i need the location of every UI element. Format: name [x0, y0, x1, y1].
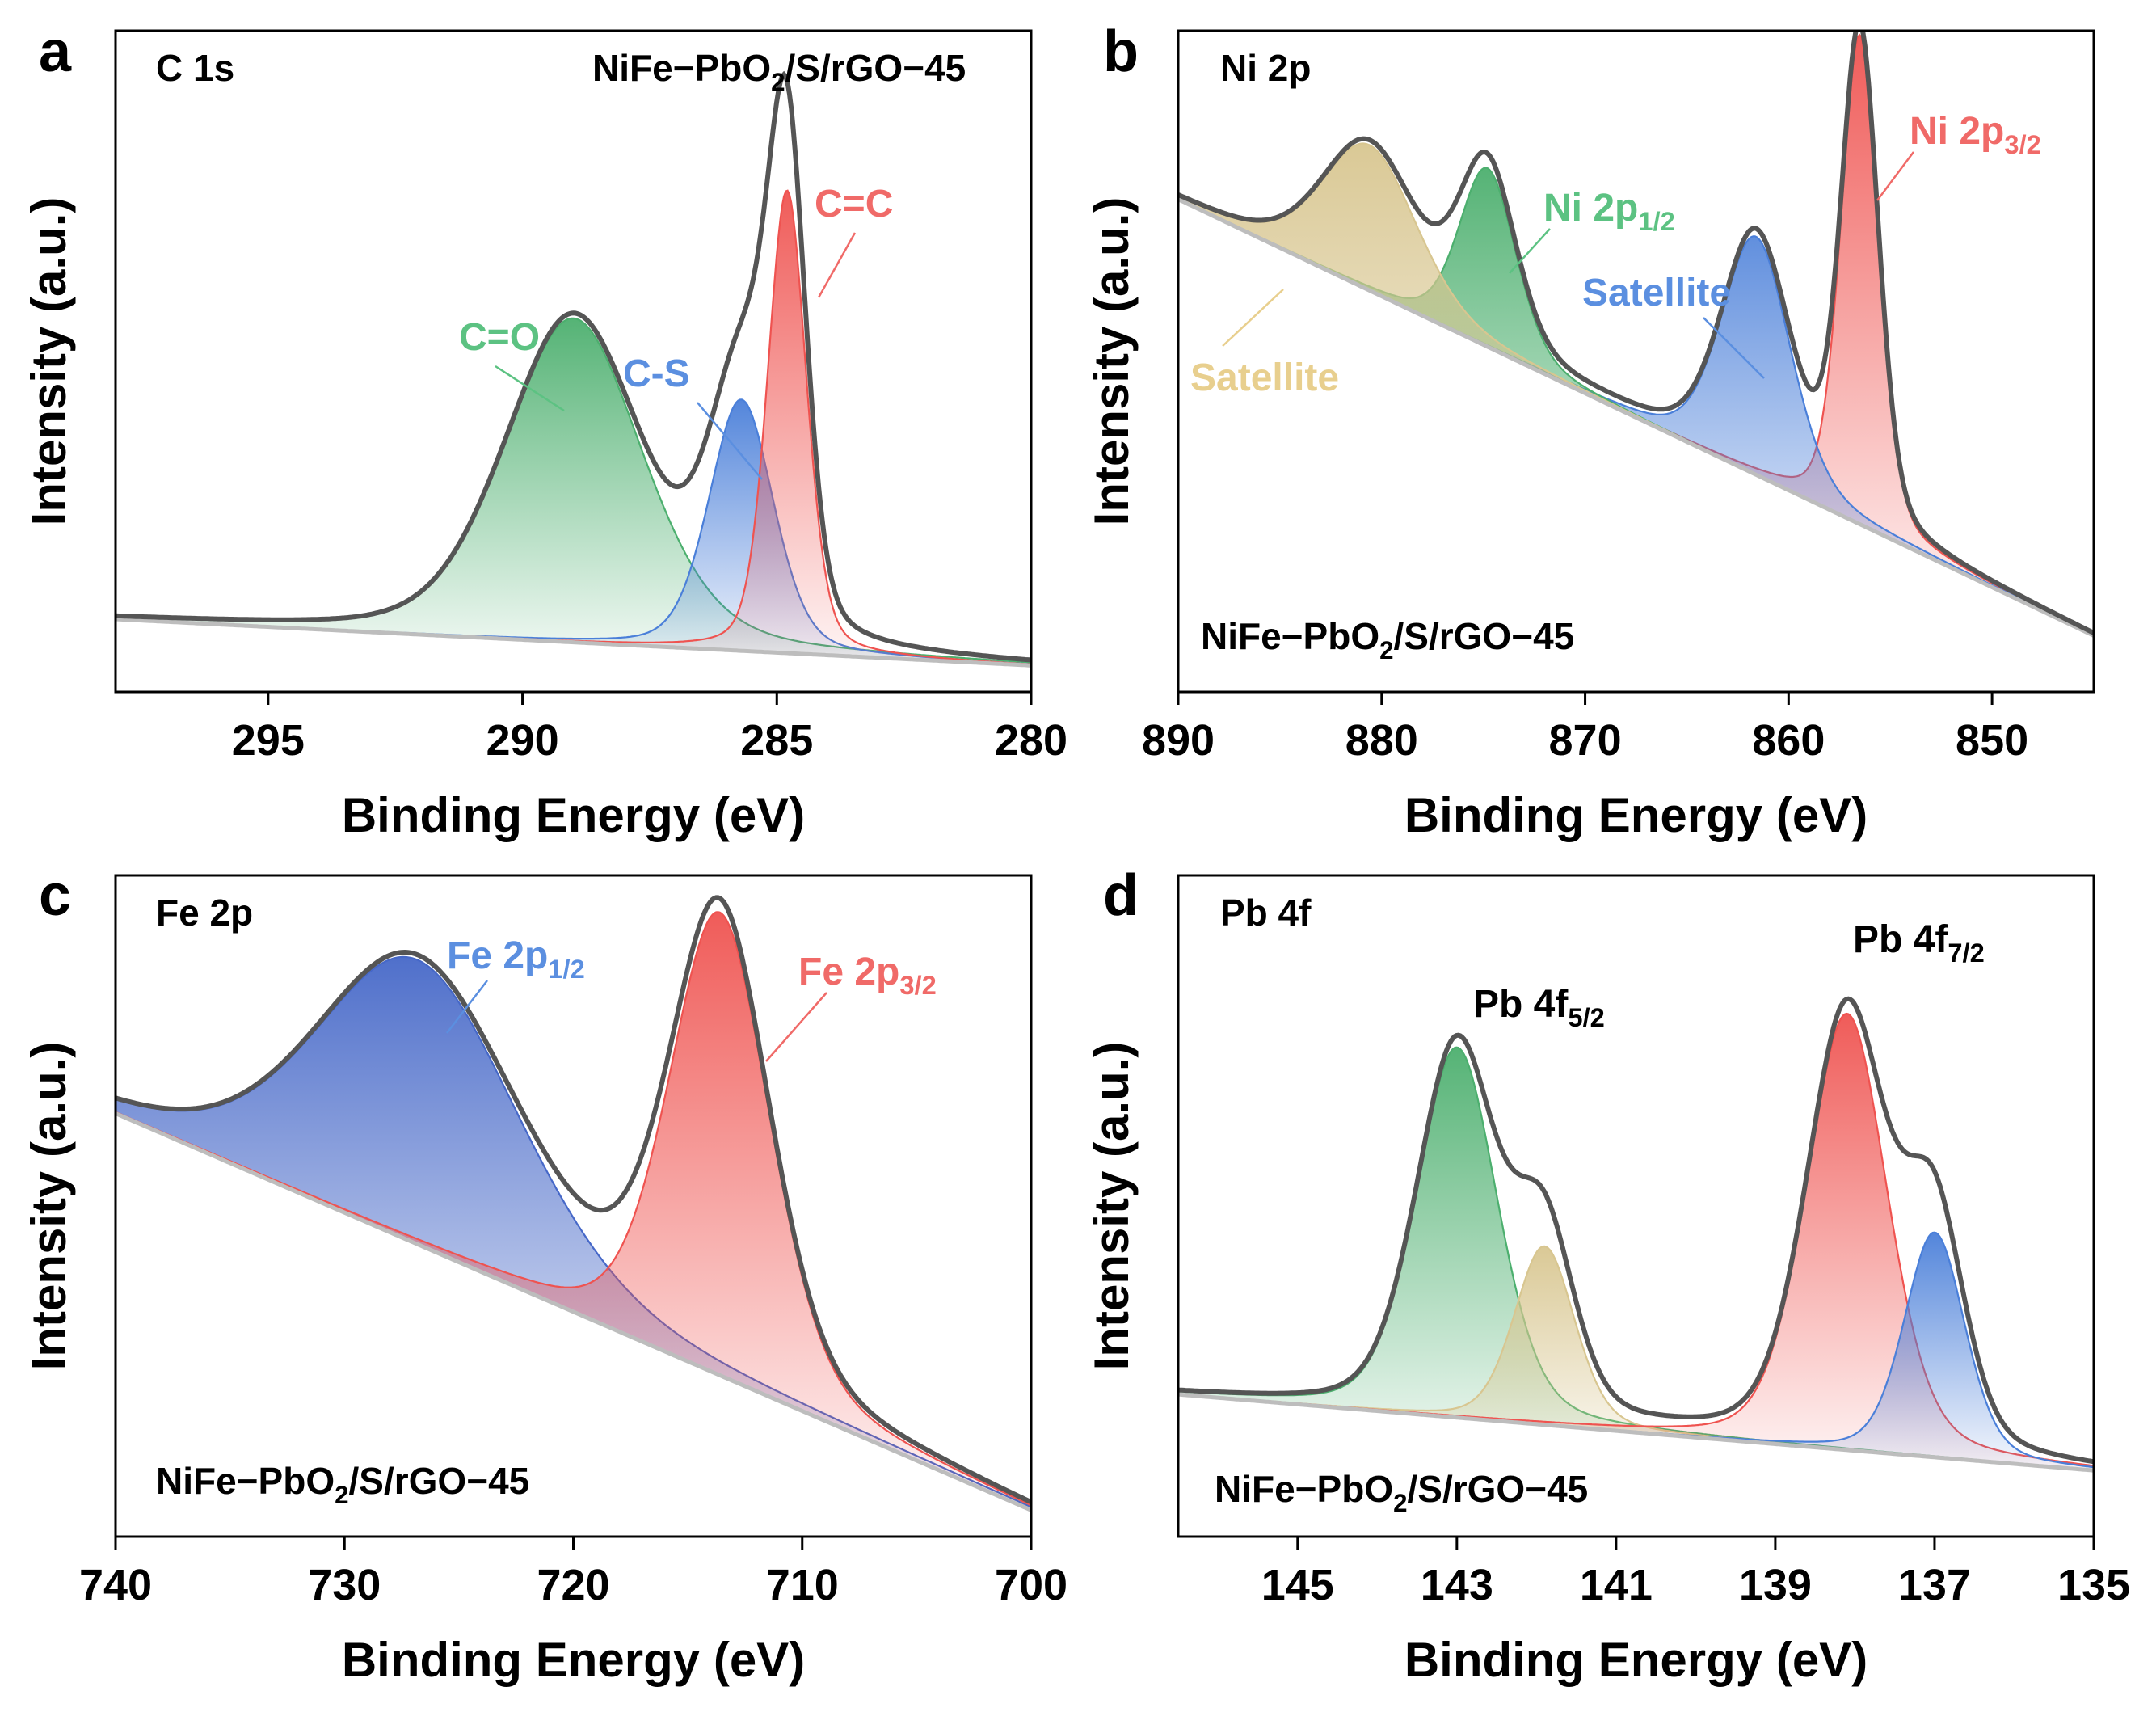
- component-fill-b-3: [1178, 143, 2094, 636]
- leader-line-b-2: [1509, 228, 1551, 274]
- x-tick-label-d-4: 137: [1898, 1561, 1971, 1609]
- panel-letter-d: d: [1103, 863, 1139, 928]
- leader-line-a-0: [495, 365, 565, 412]
- x-tick-label-d-2: 141: [1580, 1561, 1653, 1609]
- x-tick-label-a-0: 295: [232, 716, 305, 765]
- leader-line-b-3: [1222, 289, 1284, 347]
- component-fill-b-0: [1178, 35, 2094, 636]
- x-tick-label-b-4: 850: [1956, 716, 2028, 765]
- x-axis-title-b: Binding Energy (eV): [1404, 788, 1868, 842]
- envelope-d: [1178, 996, 2094, 1465]
- baseline-a: [116, 617, 1031, 668]
- leader-line-c-0: [446, 980, 488, 1034]
- panel-b: 890 880 870 860 850 Binding Energy (eV) Intens…: [1084, 29, 2095, 842]
- x-tick-label-c-2: 720: [537, 1561, 609, 1609]
- component-fill-c-1: [116, 912, 1031, 1511]
- peak-label-b-0: Ni 2p3/2: [1910, 110, 2041, 159]
- plot-frame-b: [1177, 29, 2095, 694]
- leader-line-a-2: [817, 232, 857, 298]
- x-tick-label-b-1: 880: [1345, 716, 1418, 765]
- baseline-b: [1178, 197, 2094, 638]
- peak-label-a-0: C=O: [459, 316, 540, 359]
- x-axis-title-a: Binding Energy (eV): [342, 788, 805, 842]
- region-label-c: Fe 2p: [156, 892, 253, 934]
- x-tick-label-a-2: 285: [740, 716, 813, 765]
- panel-letter-c: c: [39, 863, 71, 928]
- peak-label-b-2: Ni 2p1/2: [1543, 187, 1675, 236]
- peak-label-c-1: Fe 2p3/2: [798, 951, 937, 1000]
- leader-line-a-1: [697, 402, 763, 480]
- x-tick-label-a-3: 280: [995, 716, 1067, 765]
- component-curve-c-1: [116, 911, 1031, 1507]
- plot-frame-d: [1177, 874, 2095, 1538]
- peak-label-a-2: C=C: [815, 183, 893, 226]
- y-axis-title-a: Intensity (a.u.): [22, 197, 76, 526]
- y-axis-title-b: Intensity (a.u.): [1084, 197, 1139, 526]
- x-axis-title-c: Binding Energy (eV): [342, 1633, 805, 1687]
- peak-label-d-0: Pb 4f5/2: [1473, 983, 1605, 1032]
- x-tick-label-d-1: 143: [1421, 1561, 1493, 1609]
- y-axis-title-d: Intensity (a.u.): [1084, 1042, 1139, 1371]
- component-fill-c-0: [116, 956, 1031, 1511]
- peak-label-a-1: C-S: [623, 352, 690, 395]
- x-tick-label-a-1: 290: [486, 716, 559, 765]
- peak-label-b-1: Satellite: [1582, 272, 1731, 314]
- panel-c: 740 730 720 710 700 Binding Energy (eV) Intens…: [22, 874, 1067, 1687]
- peak-label-b-3: Satellite: [1190, 356, 1339, 399]
- x-tick-label-c-1: 730: [308, 1561, 381, 1609]
- plot-frame-a: [114, 29, 1033, 694]
- component-fill-d-3: [1178, 1232, 2094, 1471]
- peak-label-c-0: Fe 2p1/2: [447, 934, 585, 984]
- x-tick-label-c-3: 710: [766, 1561, 839, 1609]
- sample-label-b: NiFe−PbO2/S/rGO−45: [1201, 615, 1574, 664]
- leader-line-c-1: [765, 992, 827, 1062]
- panel-d: 145 143 141 139 137 135 Binding Energy (eV) Int…: [1084, 874, 2130, 1687]
- envelope-b: [1178, 31, 2094, 635]
- sample-label-d: NiFe−PbO2/S/rGO−45: [1215, 1468, 1588, 1517]
- sample-label-c: NiFe−PbO2/S/rGO−45: [156, 1460, 529, 1509]
- y-axis-title-c: Intensity (a.u.): [22, 1042, 76, 1371]
- x-tick-label-b-0: 890: [1142, 716, 1215, 765]
- component-fill-a-0: [116, 318, 1031, 666]
- sample-label-a: NiFe−PbO2/S/rGO−45: [592, 47, 966, 96]
- component-fill-a-2: [116, 190, 1031, 666]
- region-label-b: Ni 2p: [1220, 47, 1311, 89]
- peak-label-d-1: Pb 4f7/2: [1853, 918, 1985, 968]
- x-tick-label-b-3: 860: [1752, 716, 1825, 765]
- panel-letter-a: a: [39, 19, 72, 84]
- component-fill-d-2: [1178, 1014, 2094, 1471]
- x-tick-label-c-4: 700: [995, 1561, 1067, 1609]
- x-axis-title-d: Binding Energy (eV): [1404, 1633, 1868, 1687]
- panel-letter-b: b: [1103, 19, 1139, 84]
- x-tick-label-d-3: 139: [1739, 1561, 1812, 1609]
- x-tick-label-b-2: 870: [1549, 716, 1622, 765]
- envelope-a: [116, 70, 1031, 663]
- leader-line-b-0: [1876, 151, 1914, 201]
- component-fill-d-0: [1178, 1047, 2094, 1471]
- panel-a: 295 290 285 280 Binding Energy (eV) Intensity…: [22, 29, 1067, 842]
- x-tick-label-d-5: 135: [2057, 1561, 2130, 1609]
- region-label-d: Pb 4f: [1220, 892, 1312, 934]
- x-tick-label-d-0: 145: [1261, 1561, 1334, 1609]
- leader-line-b-1: [1703, 317, 1765, 379]
- envelope-c: [116, 895, 1031, 1505]
- baseline-d: [1178, 1392, 2094, 1473]
- region-label-a: C 1s: [156, 47, 234, 89]
- baseline-c: [116, 1111, 1031, 1512]
- x-tick-label-c-0: 740: [79, 1561, 152, 1609]
